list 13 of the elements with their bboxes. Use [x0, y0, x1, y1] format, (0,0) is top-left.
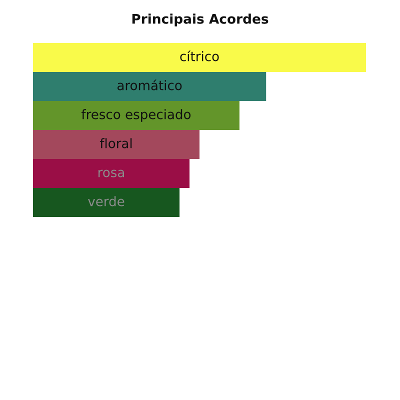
- y-tick-label: aromático: [117, 80, 182, 90]
- bar: [33, 130, 200, 159]
- bar: [33, 43, 366, 72]
- bar: [33, 101, 240, 130]
- chart-title: Principais Acordes: [132, 14, 268, 26]
- bar: [33, 159, 190, 188]
- y-tick-label: cítrico: [180, 50, 219, 62]
- y-tick-label: rosa: [98, 170, 124, 178]
- y-tick-label: verde: [88, 196, 124, 206]
- bar: [33, 188, 180, 217]
- y-tick-label: fresco especiado: [82, 109, 191, 122]
- y-tick-label: floral: [100, 138, 132, 148]
- bar: [33, 72, 266, 101]
